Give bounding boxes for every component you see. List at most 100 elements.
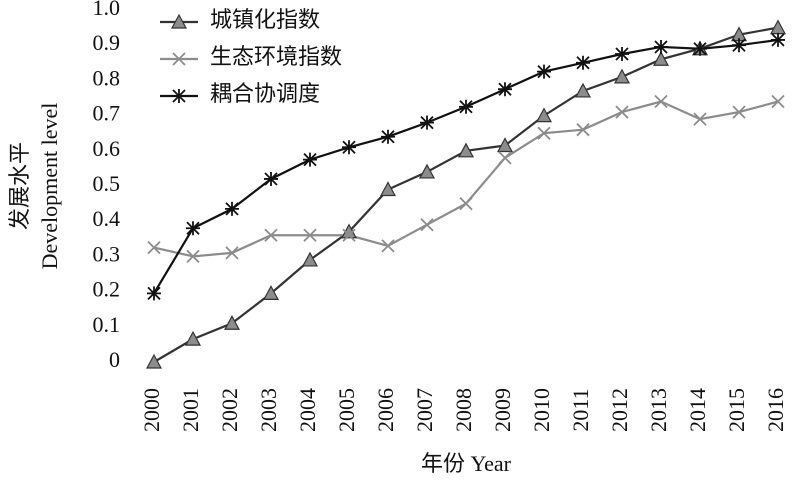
- data-point: [693, 41, 707, 56]
- x-tick-label: 2004: [295, 388, 320, 432]
- data-point: [771, 94, 785, 109]
- series-line: [153, 38, 779, 294]
- series-line: [153, 100, 779, 258]
- x-tick-label: 2011: [568, 388, 593, 431]
- data-point: [303, 152, 317, 167]
- data-point: [186, 249, 200, 264]
- marker-shape: [654, 94, 668, 109]
- data-point: [654, 39, 668, 54]
- marker-shape: [223, 315, 241, 330]
- legend-label: 城镇化指数: [210, 7, 320, 32]
- x-tick-label: 2003: [256, 388, 281, 432]
- marker-shape: [732, 38, 746, 53]
- marker-shape: [498, 151, 512, 165]
- y-tick-label: 0.6: [93, 136, 121, 161]
- marker-shape: [771, 32, 785, 47]
- y-tick-label: 0.4: [93, 206, 121, 231]
- marker-shape: [457, 142, 475, 158]
- data-point: [769, 19, 787, 35]
- data-point: [184, 330, 202, 346]
- y-tick-label: 0.7: [93, 101, 121, 126]
- data-point: [574, 82, 592, 98]
- marker-shape: [418, 163, 436, 179]
- y-axis-title: Development level: [37, 103, 62, 270]
- marker-shape: [496, 137, 514, 153]
- marker-shape: [537, 126, 551, 140]
- marker-shape: [172, 52, 186, 66]
- y-axis-title: 发展水平: [7, 142, 32, 230]
- marker-shape: [652, 51, 670, 66]
- marker-shape: [459, 196, 473, 211]
- data-point: [498, 82, 512, 97]
- data-point: [264, 228, 278, 242]
- y-tick-label: 0: [109, 347, 120, 372]
- data-point: [613, 68, 631, 84]
- data-point: [264, 171, 278, 186]
- x-tick-label: 2016: [763, 388, 788, 432]
- marker-shape: [771, 94, 785, 109]
- marker-shape: [301, 251, 319, 267]
- marker-shape: [184, 330, 202, 346]
- marker-shape: [225, 246, 239, 260]
- x-tick-label: 2012: [607, 388, 632, 432]
- x-tick-label: 2015: [724, 388, 749, 432]
- data-point: [381, 239, 395, 253]
- marker-shape: [693, 41, 707, 56]
- data-point: [693, 112, 707, 126]
- marker-shape: [262, 285, 280, 300]
- x-tick-label: 2000: [139, 388, 164, 432]
- marker-shape: [615, 47, 629, 61]
- marker-shape: [186, 221, 200, 236]
- y-tick-label: 0.5: [93, 171, 121, 196]
- marker-shape: [147, 286, 161, 301]
- data-point: [615, 47, 629, 61]
- marker-shape: [264, 228, 278, 242]
- marker-shape: [537, 64, 551, 79]
- x-tick-label: 2009: [490, 388, 515, 432]
- y-tick-label: 0.3: [93, 241, 121, 266]
- y-tick-label: 0.2: [93, 277, 121, 302]
- marker-shape: [172, 89, 186, 103]
- marker-shape: [381, 239, 395, 253]
- data-point: [576, 55, 590, 70]
- marker-shape: [170, 13, 188, 29]
- marker-shape: [147, 240, 161, 255]
- marker-shape: [693, 112, 707, 126]
- data-point: [342, 140, 356, 155]
- data-point: [576, 123, 590, 137]
- data-point: [652, 51, 670, 66]
- marker-shape: [576, 55, 590, 70]
- x-tick-label: 2013: [646, 388, 671, 432]
- data-point: [379, 181, 397, 197]
- legend-marker: [170, 13, 188, 29]
- marker-shape: [264, 171, 278, 186]
- data-point: [223, 315, 241, 330]
- data-point: [342, 228, 356, 242]
- legend-marker: [172, 52, 186, 66]
- x-tick-label: 2014: [685, 388, 710, 432]
- data-point: [420, 115, 434, 130]
- data-point: [732, 105, 746, 119]
- y-tick-label: 1.0: [93, 0, 121, 20]
- data-point: [537, 64, 551, 79]
- data-point: [615, 105, 629, 119]
- marker-shape: [303, 152, 317, 167]
- marker-shape: [186, 249, 200, 264]
- legend-label: 生态环境指数: [210, 44, 342, 69]
- marker-shape: [303, 228, 317, 242]
- marker-shape: [145, 353, 163, 369]
- legend-marker: [172, 89, 186, 103]
- data-point: [732, 38, 746, 53]
- x-tick-label: 2006: [373, 388, 398, 432]
- marker-shape: [342, 140, 356, 155]
- marker-shape: [498, 82, 512, 97]
- data-point: [459, 196, 473, 211]
- marker-shape: [613, 68, 631, 84]
- marker-shape: [574, 82, 592, 98]
- data-point: [145, 353, 163, 369]
- marker-shape: [379, 181, 397, 197]
- data-point: [186, 221, 200, 236]
- x-tick-label: 2010: [529, 388, 554, 432]
